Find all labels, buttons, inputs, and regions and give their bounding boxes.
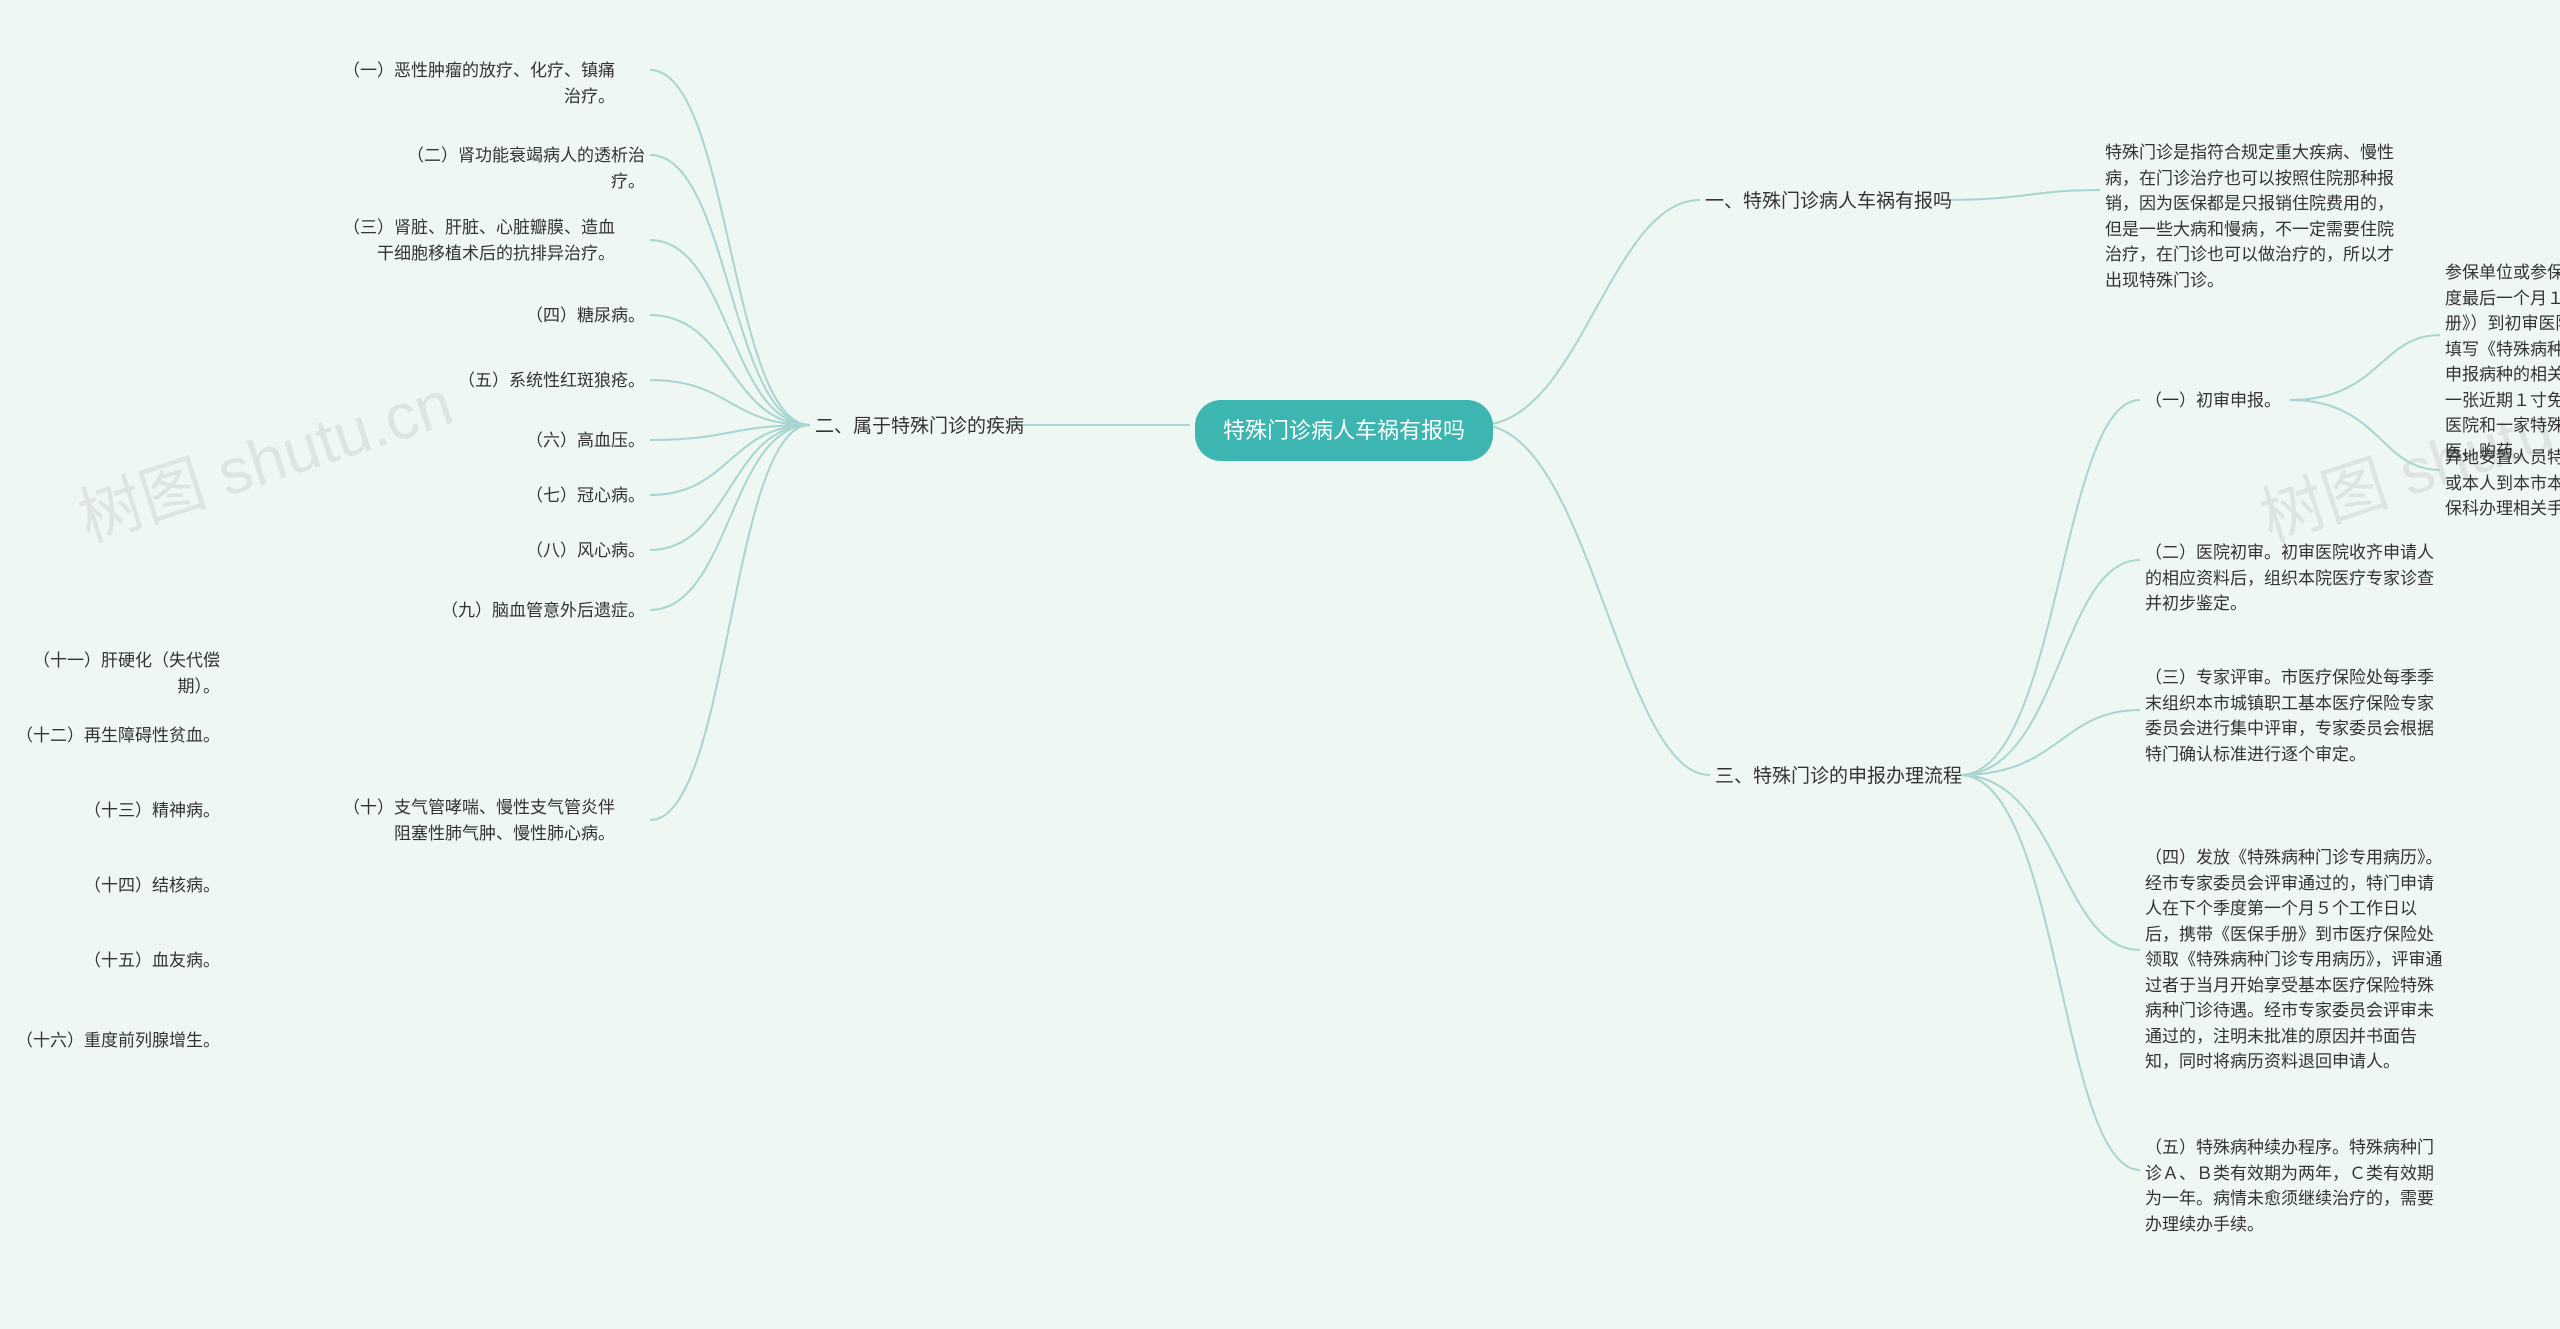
b2-i8: （八）风心病。 xyxy=(500,538,645,564)
b2-i9: （九）脑血管意外后遗症。 xyxy=(435,598,645,624)
b3-s1-leaf2: 异地安置人员特门申报由单位医保专干或本人到本市本级特门初审鉴定医院医保科办理相关… xyxy=(2445,445,2560,522)
b3-s3: （三）专家评审。市医疗保险处每季季末组织本市城镇职工基本医疗保险专家委员会进行集… xyxy=(2145,665,2445,767)
b3-s5: （五）特殊病种续办程序。特殊病种门诊Ａ、Ｂ类有效期为两年，Ｃ类有效期为一年。病情… xyxy=(2145,1135,2445,1237)
b2-i7: （七）冠心病。 xyxy=(500,483,645,509)
b2-i2: （二）肾功能衰竭病人的透析治疗。 xyxy=(375,143,645,194)
branch-3: 三、特殊门诊的申报办理流程 xyxy=(1715,763,1962,792)
b2-i3: （三）肾脏、肝脏、心脏瓣膜、造血干细胞移植术后的抗排异治疗。 xyxy=(335,215,615,266)
b2-i1: （一）恶性肿瘤的放疗、化疗、镇痛治疗。 xyxy=(335,58,615,109)
branch-1-leaf: 特殊门诊是指符合规定重大疾病、慢性病，在门诊治疗也可以按照住院那种报销，因为医保… xyxy=(2105,140,2405,293)
b2-i10-s14: （十四）结核病。 xyxy=(50,873,220,899)
b2-i4: （四）糖尿病。 xyxy=(500,303,645,329)
b2-i10-s12: （十二）再生障碍性贫血。 xyxy=(10,723,220,749)
b3-s1-leaf1: 参保单位或参保个人首次申请须在每季度最后一个月１５日以前，凭《医保手册》）到初审… xyxy=(2445,260,2560,464)
branch-1: 一、特殊门诊病人车祸有报吗 xyxy=(1705,188,1952,217)
b3-s4: （四）发放《特殊病种门诊专用病历》。经市专家委员会评审通过的，特门申请人在下个季… xyxy=(2145,845,2445,1075)
watermark: 树图 shutu.cn xyxy=(65,352,462,559)
b2-i10-s13: （十三）精神病。 xyxy=(55,798,220,824)
b2-i10-s11: （十一）肝硬化（失代偿期）。 xyxy=(10,648,220,699)
b2-i6: （六）高血压。 xyxy=(500,428,645,454)
b2-i10-s16: （十六）重度前列腺增生。 xyxy=(10,1028,220,1054)
b2-i10-s15: （十五）血友病。 xyxy=(50,948,220,974)
b3-s2: （二）医院初审。初审医院收齐申请人的相应资料后，组织本院医疗专家诊查并初步鉴定。 xyxy=(2145,540,2445,617)
center-node: 特殊门诊病人车祸有报吗 xyxy=(1195,400,1493,461)
b3-s1-label: （一）初审申报。 xyxy=(2145,388,2281,414)
b2-i10: （十）支气管哮喘、慢性支气管炎伴阻塞性肺气肿、慢性肺心病。 xyxy=(335,795,615,846)
branch-2: 二、属于特殊门诊的疾病 xyxy=(815,413,1024,442)
b2-i5: （五）系统性红斑狼疮。 xyxy=(445,368,645,394)
